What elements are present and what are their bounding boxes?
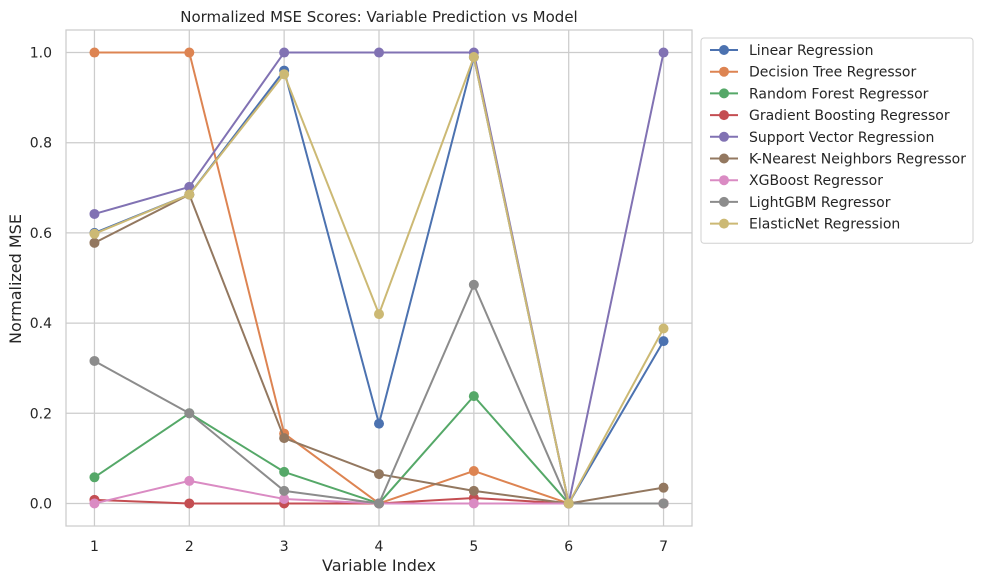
data-point <box>279 466 290 477</box>
data-point <box>658 47 669 58</box>
data-point <box>279 485 290 496</box>
x-tick-label: 7 <box>659 539 668 555</box>
data-point <box>279 493 290 504</box>
y-tick-label: 0.4 <box>30 316 52 332</box>
legend-label: K-Nearest Neighbors Regressor <box>749 152 966 168</box>
legend-marker <box>719 45 729 55</box>
data-point <box>279 69 290 80</box>
data-point <box>374 498 384 509</box>
legend-item: Gradient Boosting Regressor <box>710 108 950 124</box>
data-point <box>658 482 669 493</box>
series-lines <box>89 47 669 509</box>
legend-marker <box>719 196 729 207</box>
data-point <box>279 47 290 58</box>
data-point <box>658 336 669 347</box>
legend-item: LightGBM Regressor <box>710 195 891 211</box>
data-point <box>184 498 195 509</box>
data-point <box>658 323 669 334</box>
legend-marker <box>719 66 729 77</box>
data-point <box>468 52 479 63</box>
x-tick-label: 3 <box>280 539 289 555</box>
x-tick-label: 2 <box>185 539 194 555</box>
data-point <box>374 47 384 58</box>
x-tick-label: 4 <box>375 539 384 555</box>
plot-area-frame <box>65 29 693 527</box>
legend-label: LightGBM Regressor <box>749 195 891 211</box>
legend-marker <box>719 88 729 99</box>
legend: Linear Regression Decision Tree Regressor… <box>700 37 974 244</box>
data-point <box>89 47 100 58</box>
data-point <box>658 498 669 509</box>
legend-item: XGBoost Regressor <box>710 173 883 189</box>
x-axis-label: Variable Index <box>322 556 436 575</box>
chart-title: Normalized MSE Scores: Variable Predicti… <box>180 8 577 26</box>
legend-item: K-Nearest Neighbors Regressor <box>710 152 966 168</box>
x-tick-label: 5 <box>469 539 478 555</box>
legend-item: Random Forest Regressor <box>710 86 929 102</box>
legend-label: ElasticNet Regression <box>749 217 900 233</box>
y-tick-label: 1.0 <box>30 46 52 62</box>
x-tick-label: 6 <box>564 539 573 555</box>
legend-label: Support Vector Regression <box>749 130 934 146</box>
legend-item: Support Vector Regression <box>710 130 934 146</box>
y-tick-label: 0.2 <box>30 406 52 422</box>
legend-label: XGBoost Regressor <box>749 173 883 189</box>
data-point <box>184 181 195 192</box>
data-point <box>89 498 100 509</box>
legend-marker <box>719 153 729 164</box>
legend-label: Random Forest Regressor <box>749 86 929 102</box>
legend-item: ElasticNet Regression <box>710 217 900 233</box>
legend-marker <box>719 131 729 142</box>
data-point <box>184 189 195 200</box>
data-point <box>89 228 100 239</box>
x-tick-label: 1 <box>90 539 99 555</box>
data-point <box>89 472 100 483</box>
y-tick-label: 0.0 <box>30 496 52 512</box>
legend-marker <box>719 175 729 186</box>
data-point <box>468 279 479 290</box>
y-tick-label: 0.8 <box>30 136 52 152</box>
data-point <box>374 469 384 480</box>
legend-marker <box>719 110 729 121</box>
data-point <box>89 237 100 248</box>
data-point <box>468 498 479 509</box>
data-point <box>374 309 384 320</box>
legend-marker <box>719 218 729 229</box>
legend-label: Decision Tree Regressor <box>749 65 916 81</box>
data-point <box>374 418 384 429</box>
data-point <box>563 498 574 509</box>
data-point <box>184 475 195 486</box>
data-point <box>279 433 290 444</box>
series-9 <box>89 52 669 509</box>
data-point <box>468 391 479 402</box>
axis-ticks: 1 2 3 4 5 6 7 0.0 0.2 0.4 0.6 0.8 1.0 <box>30 46 668 555</box>
data-point <box>468 485 479 496</box>
data-point <box>89 355 100 366</box>
y-tick-label: 0.6 <box>30 226 52 242</box>
data-point <box>89 208 100 219</box>
data-point <box>184 47 195 58</box>
data-point <box>468 465 479 476</box>
legend-label: Linear Regression <box>749 43 874 59</box>
legend-label: Gradient Boosting Regressor <box>749 108 950 124</box>
legend-item: Decision Tree Regressor <box>710 65 916 81</box>
y-axis-label: Normalized MSE <box>6 214 25 344</box>
data-point <box>184 408 195 419</box>
legend-box <box>700 37 974 244</box>
legend-item: Linear Regression <box>710 43 874 59</box>
